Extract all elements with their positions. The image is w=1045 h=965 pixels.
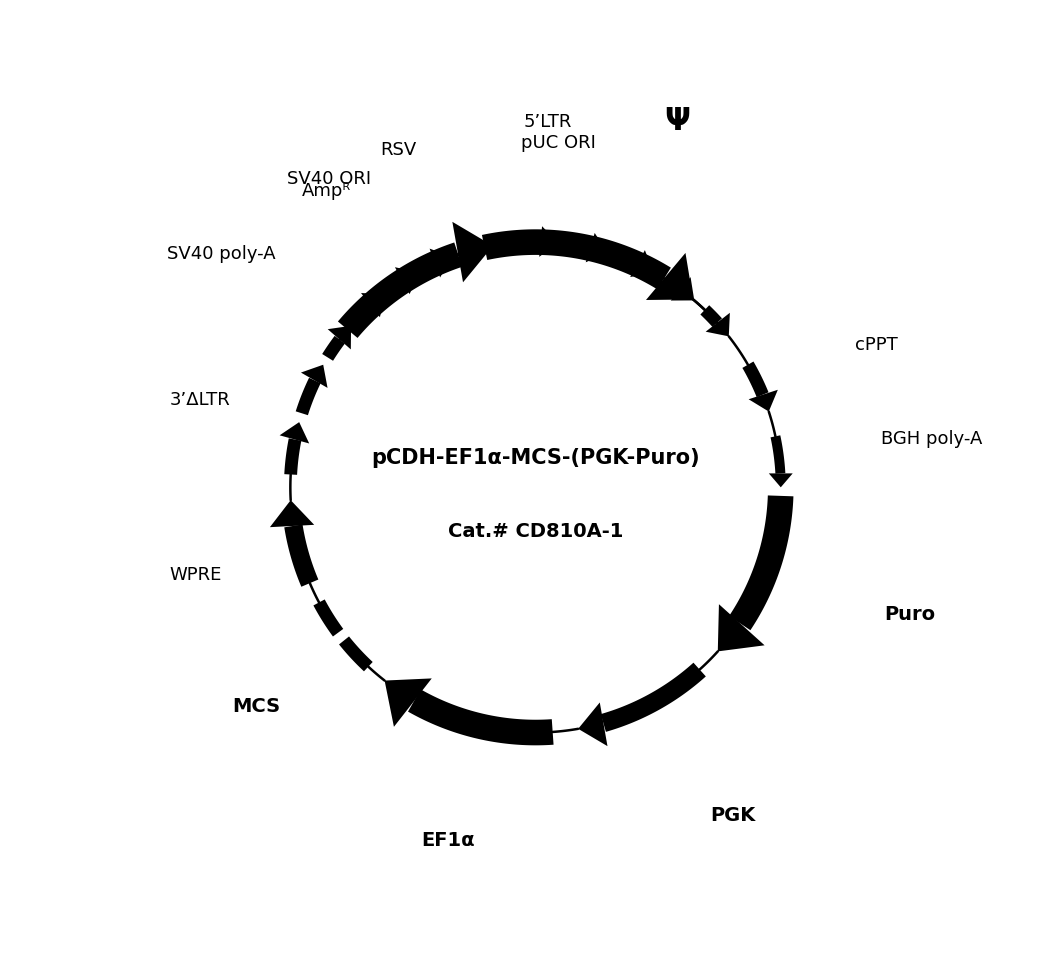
Polygon shape (705, 313, 729, 337)
Polygon shape (452, 222, 493, 283)
Text: pUC ORI: pUC ORI (521, 134, 597, 152)
Polygon shape (619, 251, 640, 270)
Polygon shape (585, 233, 607, 262)
Text: Ampᴿ: Ampᴿ (301, 182, 350, 200)
Polygon shape (420, 258, 438, 275)
Text: SV40 ORI: SV40 ORI (287, 170, 372, 188)
Polygon shape (328, 326, 351, 349)
Polygon shape (284, 438, 301, 475)
Polygon shape (522, 235, 540, 249)
Polygon shape (578, 703, 607, 746)
Text: cPPT: cPPT (855, 336, 898, 354)
Polygon shape (769, 474, 793, 487)
Polygon shape (742, 362, 768, 398)
Text: BGH poly-A: BGH poly-A (881, 429, 982, 448)
Polygon shape (700, 305, 722, 327)
Text: WPRE: WPRE (169, 565, 222, 584)
Polygon shape (572, 238, 591, 255)
Polygon shape (601, 663, 705, 731)
Polygon shape (314, 599, 343, 637)
Polygon shape (671, 277, 694, 300)
Polygon shape (539, 226, 558, 257)
Polygon shape (339, 637, 373, 672)
Polygon shape (429, 249, 451, 278)
Polygon shape (284, 524, 319, 587)
Text: 3’ΔLTR: 3’ΔLTR (169, 391, 230, 409)
Text: RSV: RSV (380, 141, 416, 159)
Polygon shape (280, 422, 309, 444)
Polygon shape (630, 250, 653, 277)
Text: Puro: Puro (885, 605, 936, 624)
Polygon shape (482, 230, 671, 290)
Text: Cat.# CD810A-1: Cat.# CD810A-1 (448, 522, 623, 541)
Polygon shape (663, 274, 684, 294)
Polygon shape (748, 390, 777, 411)
Polygon shape (270, 500, 315, 527)
Polygon shape (718, 604, 765, 651)
Polygon shape (395, 267, 418, 294)
Polygon shape (408, 689, 554, 745)
Polygon shape (770, 435, 786, 474)
Text: SV40 poly-A: SV40 poly-A (167, 245, 276, 262)
Polygon shape (322, 336, 345, 361)
Text: PGK: PGK (710, 806, 756, 825)
Polygon shape (351, 301, 375, 325)
Text: 5’LTR: 5’LTR (524, 113, 573, 131)
Text: pCDH-EF1α-MCS-(PGK-Puro): pCDH-EF1α-MCS-(PGK-Puro) (371, 448, 700, 468)
Polygon shape (729, 495, 793, 630)
Polygon shape (296, 377, 321, 415)
Text: EF1α: EF1α (421, 831, 474, 850)
Text: MCS: MCS (233, 698, 281, 716)
Polygon shape (385, 678, 432, 727)
Polygon shape (388, 276, 407, 294)
Polygon shape (338, 242, 462, 338)
Polygon shape (361, 293, 385, 317)
Text: Ψ: Ψ (665, 107, 691, 136)
Polygon shape (301, 365, 327, 388)
Polygon shape (646, 253, 693, 300)
